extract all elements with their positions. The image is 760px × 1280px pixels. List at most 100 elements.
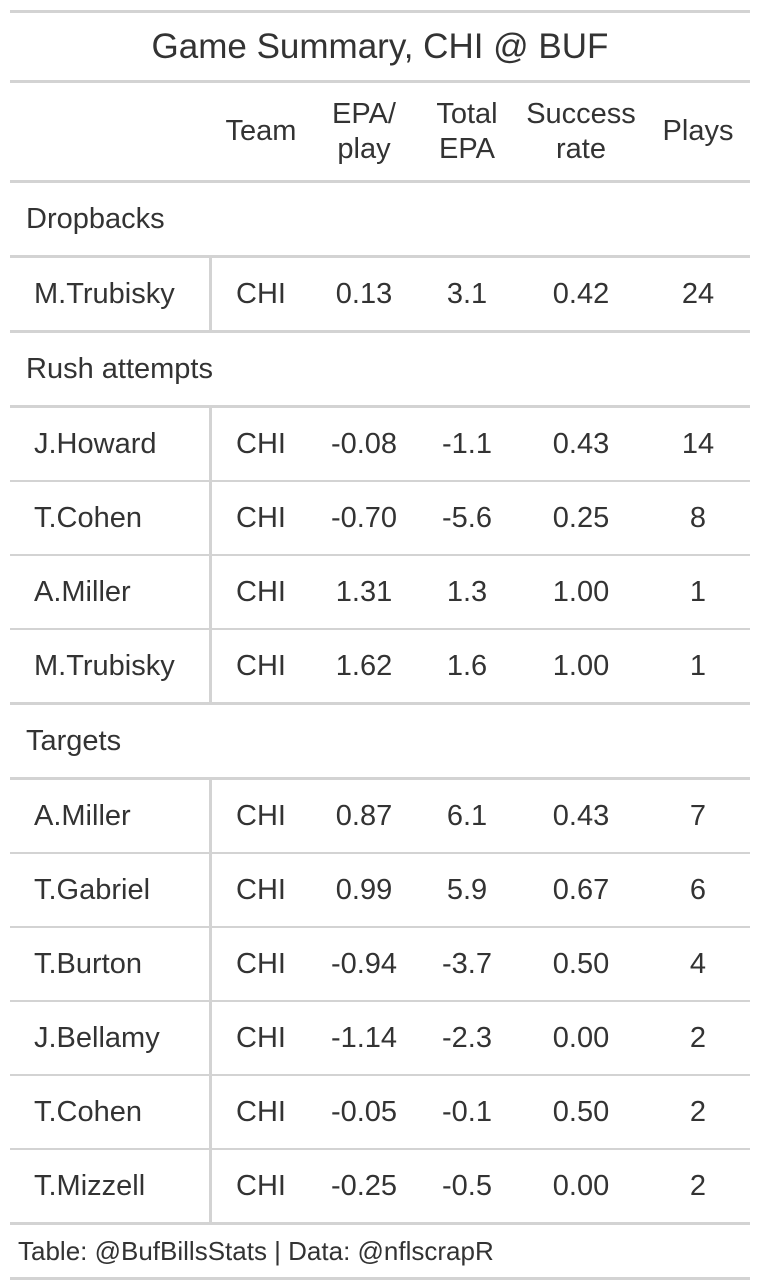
cell-col-team: CHI	[236, 873, 286, 906]
cell-col-player: J.Bellamy	[34, 1021, 160, 1054]
cell-col-plays: 14	[681, 427, 715, 460]
cell-col-plays: 24	[681, 277, 715, 310]
stub-divider	[209, 1076, 212, 1148]
table-row: T.Gabriel CHI 0.99 5.9 0.67 6	[10, 852, 750, 926]
header-col-success-rate: Success rate	[526, 97, 636, 165]
table-row: T.Cohen CHI -0.70 -5.6 0.25 8	[10, 480, 750, 554]
cell-col-player: T.Gabriel	[34, 873, 151, 906]
stub-divider	[209, 1002, 212, 1074]
table-title: Game Summary, CHI @ BUF	[151, 27, 609, 66]
cell-col-total-epa: -5.6	[442, 501, 492, 534]
table-row: A.Miller CHI 0.87 6.1 0.43 7	[10, 780, 750, 852]
cell-col-team: CHI	[236, 501, 286, 534]
header-col-player	[10, 83, 210, 180]
cell-col-player: A.Miller	[34, 575, 131, 608]
header-col-total-epa: Total EPA	[436, 97, 498, 165]
group-end-rule	[10, 1222, 750, 1225]
group-end-rule	[10, 330, 750, 333]
cell-col-success-rate: 1.00	[552, 649, 610, 682]
cell-col-plays: 2	[689, 1169, 707, 1202]
cell-col-success-rate: 0.00	[552, 1169, 610, 1202]
table-row: J.Bellamy CHI -1.14 -2.3 0.00 2	[10, 1000, 750, 1074]
cell-col-total-epa: -1.1	[442, 427, 492, 460]
cell-col-plays: 2	[689, 1021, 707, 1054]
cell-col-total-epa: 1.3	[446, 575, 488, 608]
cell-col-success-rate: 0.43	[552, 799, 610, 832]
cell-col-total-epa: -0.1	[442, 1095, 492, 1128]
cell-col-player: M.Trubisky	[34, 277, 175, 310]
table-row: T.Cohen CHI -0.05 -0.1 0.50 2	[10, 1074, 750, 1148]
cell-col-team: CHI	[236, 799, 286, 832]
cell-col-success-rate: 0.25	[552, 501, 610, 534]
cell-col-epa-play: 1.31	[335, 575, 393, 608]
cell-col-epa-play: -0.05	[330, 1095, 398, 1128]
game-summary-table: Game Summary, CHI @ BUF Team EPA/ play Tot…	[10, 10, 750, 1280]
header-rule	[10, 180, 750, 183]
cell-col-team: CHI	[236, 1021, 286, 1054]
cell-col-epa-play: -0.94	[330, 947, 398, 980]
cell-col-epa-play: -1.14	[330, 1021, 398, 1054]
column-header-row: Team EPA/ play Total EPA Success rate Plays	[10, 83, 750, 180]
stub-divider	[209, 630, 212, 702]
cell-col-player: T.Mizzell	[34, 1169, 146, 1202]
cell-col-total-epa: -3.7	[442, 947, 492, 980]
cell-col-total-epa: 1.6	[446, 649, 488, 682]
cell-col-success-rate: 1.00	[552, 575, 610, 608]
cell-col-success-rate: 0.00	[552, 1021, 610, 1054]
cell-col-total-epa: 3.1	[446, 277, 488, 310]
cell-col-epa-play: -0.70	[330, 501, 398, 534]
table-row: M.Trubisky CHI 0.13 3.1 0.42 24	[10, 258, 750, 330]
cell-col-plays: 1	[689, 575, 707, 608]
cell-col-plays: 6	[689, 873, 707, 906]
cell-col-total-epa: 5.9	[446, 873, 488, 906]
title-rule	[10, 80, 750, 83]
cell-col-team: CHI	[236, 947, 286, 980]
stub-divider	[209, 1150, 212, 1222]
cell-col-epa-play: -0.25	[330, 1169, 398, 1202]
stub-divider	[209, 258, 212, 330]
table-row: A.Miller CHI 1.31 1.3 1.00 1	[10, 554, 750, 628]
stub-divider	[209, 780, 212, 852]
table-row: T.Mizzell CHI -0.25 -0.5 0.00 2	[10, 1148, 750, 1222]
group-rule	[10, 405, 750, 408]
cell-col-epa-play: 0.13	[335, 277, 393, 310]
cell-col-player: M.Trubisky	[34, 649, 175, 682]
source-note: Table: @BufBillsStats | Data: @nflscrapR	[18, 1236, 494, 1266]
group-end-rule	[10, 702, 750, 705]
cell-col-plays: 1	[689, 649, 707, 682]
stub-divider	[209, 482, 212, 554]
header-col-team: Team	[225, 115, 297, 147]
cell-col-success-rate: 0.50	[552, 1095, 610, 1128]
table-body: Dropbacks M.Trubisky CHI 0.13 3.1 0.42 24 Rush …	[10, 183, 750, 1225]
top-rule	[10, 10, 750, 13]
table-row: M.Trubisky CHI 1.62 1.6 1.00 1	[10, 628, 750, 702]
cell-col-team: CHI	[236, 1169, 286, 1202]
stub-divider	[209, 556, 212, 628]
group-rule	[10, 777, 750, 780]
cell-col-plays: 2	[689, 1095, 707, 1128]
cell-col-epa-play: 0.87	[335, 799, 393, 832]
cell-col-team: CHI	[236, 277, 286, 310]
cell-col-plays: 4	[689, 947, 707, 980]
group-label: Rush attempts	[26, 353, 213, 385]
cell-col-player: T.Cohen	[34, 501, 143, 534]
group-rule	[10, 255, 750, 258]
cell-col-team: CHI	[236, 427, 286, 460]
header-col-plays: Plays	[662, 115, 734, 147]
cell-col-plays: 7	[689, 799, 707, 832]
cell-col-epa-play: -0.08	[330, 427, 398, 460]
cell-col-team: CHI	[236, 649, 286, 682]
cell-col-total-epa: -0.5	[442, 1169, 492, 1202]
cell-col-success-rate: 0.67	[552, 873, 610, 906]
cell-col-success-rate: 0.43	[552, 427, 610, 460]
cell-col-total-epa: -2.3	[442, 1021, 492, 1054]
stub-divider	[209, 408, 212, 480]
cell-col-success-rate: 0.42	[552, 277, 610, 310]
cell-col-team: CHI	[236, 1095, 286, 1128]
cell-col-player: A.Miller	[34, 799, 131, 832]
cell-col-epa-play: 1.62	[335, 649, 393, 682]
header-col-epa-play: EPA/ play	[332, 97, 396, 165]
stub-divider	[209, 928, 212, 1000]
cell-col-player: J.Howard	[34, 427, 157, 460]
group-label: Targets	[26, 725, 122, 757]
